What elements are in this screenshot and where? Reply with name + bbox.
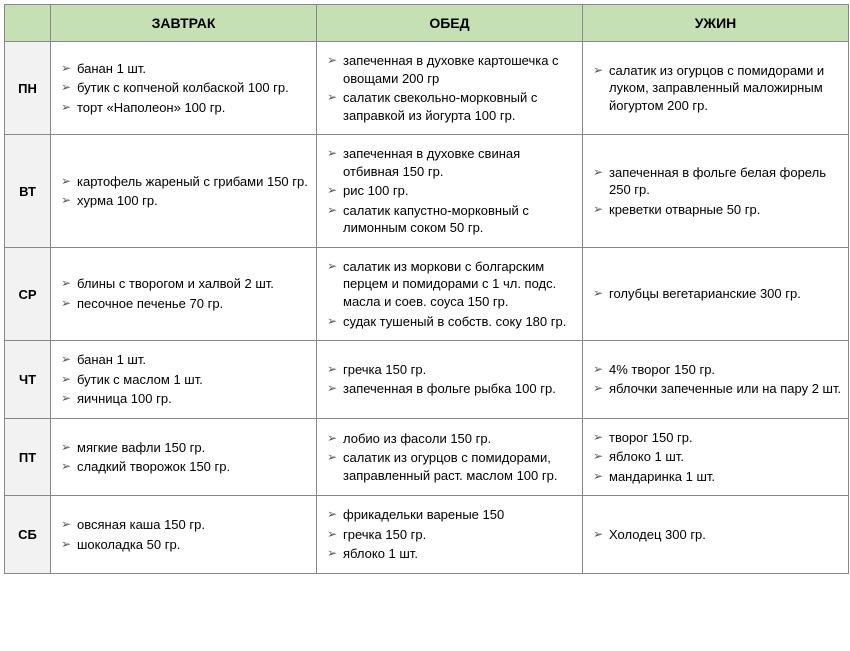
meal-item: гречка 150 гр. <box>325 361 576 379</box>
meal-item: торт «Наполеон» 100 гр. <box>59 99 310 117</box>
breakfast-cell: картофель жареный с грибами 150 гр.хурма… <box>51 135 317 248</box>
meal-item: песочное печенье 70 гр. <box>59 295 310 313</box>
meal-item: салатик свекольно-морковный с заправкой … <box>325 89 576 124</box>
dinner-cell: запеченная в фольге белая форель 250 гр.… <box>583 135 849 248</box>
day-label: ВТ <box>5 135 51 248</box>
meal-list: лобио из фасоли 150 гр.салатик из огурцо… <box>325 430 576 485</box>
meal-list: овсяная каша 150 гр. шоколадка 50 гр. <box>59 516 310 553</box>
meal-item: яблоко 1 шт. <box>325 545 576 563</box>
meal-item: судак тушеный в собств. соку 180 гр. <box>325 313 576 331</box>
lunch-cell: салатик из моркови с болгарским перцем и… <box>317 247 583 340</box>
meal-item: овсяная каша 150 гр. <box>59 516 310 534</box>
meal-list: банан 1 шт.бутик с копченой колбаской 10… <box>59 60 310 117</box>
lunch-cell: фрикадельки вареные 150 гречка 150 гр.ябл… <box>317 496 583 574</box>
meal-list: мягкие вафли 150 гр.сладкий творожок 150… <box>59 439 310 476</box>
corner-cell <box>5 5 51 42</box>
day-label: СБ <box>5 496 51 574</box>
meal-item: хурма 100 гр. <box>59 192 310 210</box>
meal-item: запеченная в духовке свиная отбивная 150… <box>325 145 576 180</box>
header-lunch: ОБЕД <box>317 5 583 42</box>
meal-item: шоколадка 50 гр. <box>59 536 310 554</box>
meal-item: банан 1 шт. <box>59 60 310 78</box>
meal-item: запеченная в духовке картошечка с овощам… <box>325 52 576 87</box>
day-label: ПН <box>5 42 51 135</box>
meal-list: гречка 150 гр.запеченная в фольге рыбка … <box>325 361 576 398</box>
lunch-cell: лобио из фасоли 150 гр.салатик из огурцо… <box>317 418 583 496</box>
lunch-cell: запеченная в духовке картошечка с овощам… <box>317 42 583 135</box>
breakfast-cell: банан 1 шт.бутик с копченой колбаской 10… <box>51 42 317 135</box>
meal-list: запеченная в духовке свиная отбивная 150… <box>325 145 576 237</box>
meal-item: мягкие вафли 150 гр. <box>59 439 310 457</box>
meal-list: фрикадельки вареные 150 гречка 150 гр.ябл… <box>325 506 576 563</box>
meal-item: бутик с копченой колбаской 100 гр. <box>59 79 310 97</box>
header-dinner: УЖИН <box>583 5 849 42</box>
dinner-cell: салатик из огурцов с помидорами и луком,… <box>583 42 849 135</box>
day-label: ПТ <box>5 418 51 496</box>
meal-item: голубцы вегетарианские 300 гр. <box>591 285 842 303</box>
meal-list: салатик из огурцов с помидорами и луком,… <box>591 62 842 115</box>
breakfast-cell: блины с творогом и халвой 2 шт. песочное … <box>51 247 317 340</box>
meal-item: банан 1 шт. <box>59 351 310 369</box>
table-row: ПНбанан 1 шт.бутик с копченой колбаской … <box>5 42 849 135</box>
meal-item: гречка 150 гр. <box>325 526 576 544</box>
table-row: ЧТ банан 1 шт. бутик с маслом 1 шт.яичница… <box>5 341 849 419</box>
table-row: СБ овсяная каша 150 гр. шоколадка 50 гр. фр… <box>5 496 849 574</box>
meal-item: картофель жареный с грибами 150 гр. <box>59 173 310 191</box>
meal-item: 4% творог 150 гр. <box>591 361 842 379</box>
meal-list: блины с творогом и халвой 2 шт. песочное … <box>59 275 310 312</box>
meal-list: запеченная в фольге белая форель 250 гр.… <box>591 164 842 219</box>
dinner-cell: творог 150 гр.яблоко 1 шт. мандаринка 1 ш… <box>583 418 849 496</box>
meal-list: салатик из моркови с болгарским перцем и… <box>325 258 576 330</box>
meal-item: салатик из моркови с болгарским перцем и… <box>325 258 576 311</box>
meal-item: яблочки запеченные или на пару 2 шт. <box>591 380 842 398</box>
header-breakfast: ЗАВТРАК <box>51 5 317 42</box>
meal-item: фрикадельки вареные 150 <box>325 506 576 524</box>
breakfast-cell: банан 1 шт. бутик с маслом 1 шт.яичница 1… <box>51 341 317 419</box>
breakfast-cell: овсяная каша 150 гр. шоколадка 50 гр. <box>51 496 317 574</box>
table-row: ПТмягкие вафли 150 гр.сладкий творожок 1… <box>5 418 849 496</box>
meal-item: яблоко 1 шт. <box>591 448 842 466</box>
meal-item: сладкий творожок 150 гр. <box>59 458 310 476</box>
day-label: СР <box>5 247 51 340</box>
meal-list: 4% творог 150 гр.яблочки запеченные или … <box>591 361 842 398</box>
meal-item: творог 150 гр. <box>591 429 842 447</box>
meal-item: рис 100 гр. <box>325 182 576 200</box>
breakfast-cell: мягкие вафли 150 гр.сладкий творожок 150… <box>51 418 317 496</box>
meal-list: запеченная в духовке картошечка с овощам… <box>325 52 576 124</box>
meal-list: творог 150 гр.яблоко 1 шт. мандаринка 1 ш… <box>591 429 842 486</box>
meal-item: запеченная в фольге белая форель 250 гр. <box>591 164 842 199</box>
lunch-cell: гречка 150 гр.запеченная в фольге рыбка … <box>317 341 583 419</box>
meal-item: бутик с маслом 1 шт. <box>59 371 310 389</box>
meal-item: лобио из фасоли 150 гр. <box>325 430 576 448</box>
meal-list: картофель жареный с грибами 150 гр.хурма… <box>59 173 310 210</box>
meal-list: банан 1 шт. бутик с маслом 1 шт.яичница 1… <box>59 351 310 408</box>
meal-item: мандаринка 1 шт. <box>591 468 842 486</box>
day-label: ЧТ <box>5 341 51 419</box>
meal-item: салатик из огурцов с помидорами и луком,… <box>591 62 842 115</box>
header-row: ЗАВТРАК ОБЕД УЖИН <box>5 5 849 42</box>
table-row: ВТкартофель жареный с грибами 150 гр.хур… <box>5 135 849 248</box>
meal-item: блины с творогом и халвой 2 шт. <box>59 275 310 293</box>
meal-item: Холодец 300 гр. <box>591 526 842 544</box>
lunch-cell: запеченная в духовке свиная отбивная 150… <box>317 135 583 248</box>
meal-item: салатик из огурцов с помидорами, заправл… <box>325 449 576 484</box>
meal-item: салатик капустно-морковный с лимонным со… <box>325 202 576 237</box>
meal-list: голубцы вегетарианские 300 гр. <box>591 285 842 303</box>
meal-plan-table: ЗАВТРАК ОБЕД УЖИН ПНбанан 1 шт.бутик с к… <box>4 4 849 574</box>
dinner-cell: голубцы вегетарианские 300 гр. <box>583 247 849 340</box>
meal-item: креветки отварные 50 гр. <box>591 201 842 219</box>
dinner-cell: Холодец 300 гр. <box>583 496 849 574</box>
table-row: СР блины с творогом и халвой 2 шт. песочно… <box>5 247 849 340</box>
meal-item: яичница 100 гр. <box>59 390 310 408</box>
dinner-cell: 4% творог 150 гр.яблочки запеченные или … <box>583 341 849 419</box>
meal-list: Холодец 300 гр. <box>591 526 842 544</box>
meal-item: запеченная в фольге рыбка 100 гр. <box>325 380 576 398</box>
